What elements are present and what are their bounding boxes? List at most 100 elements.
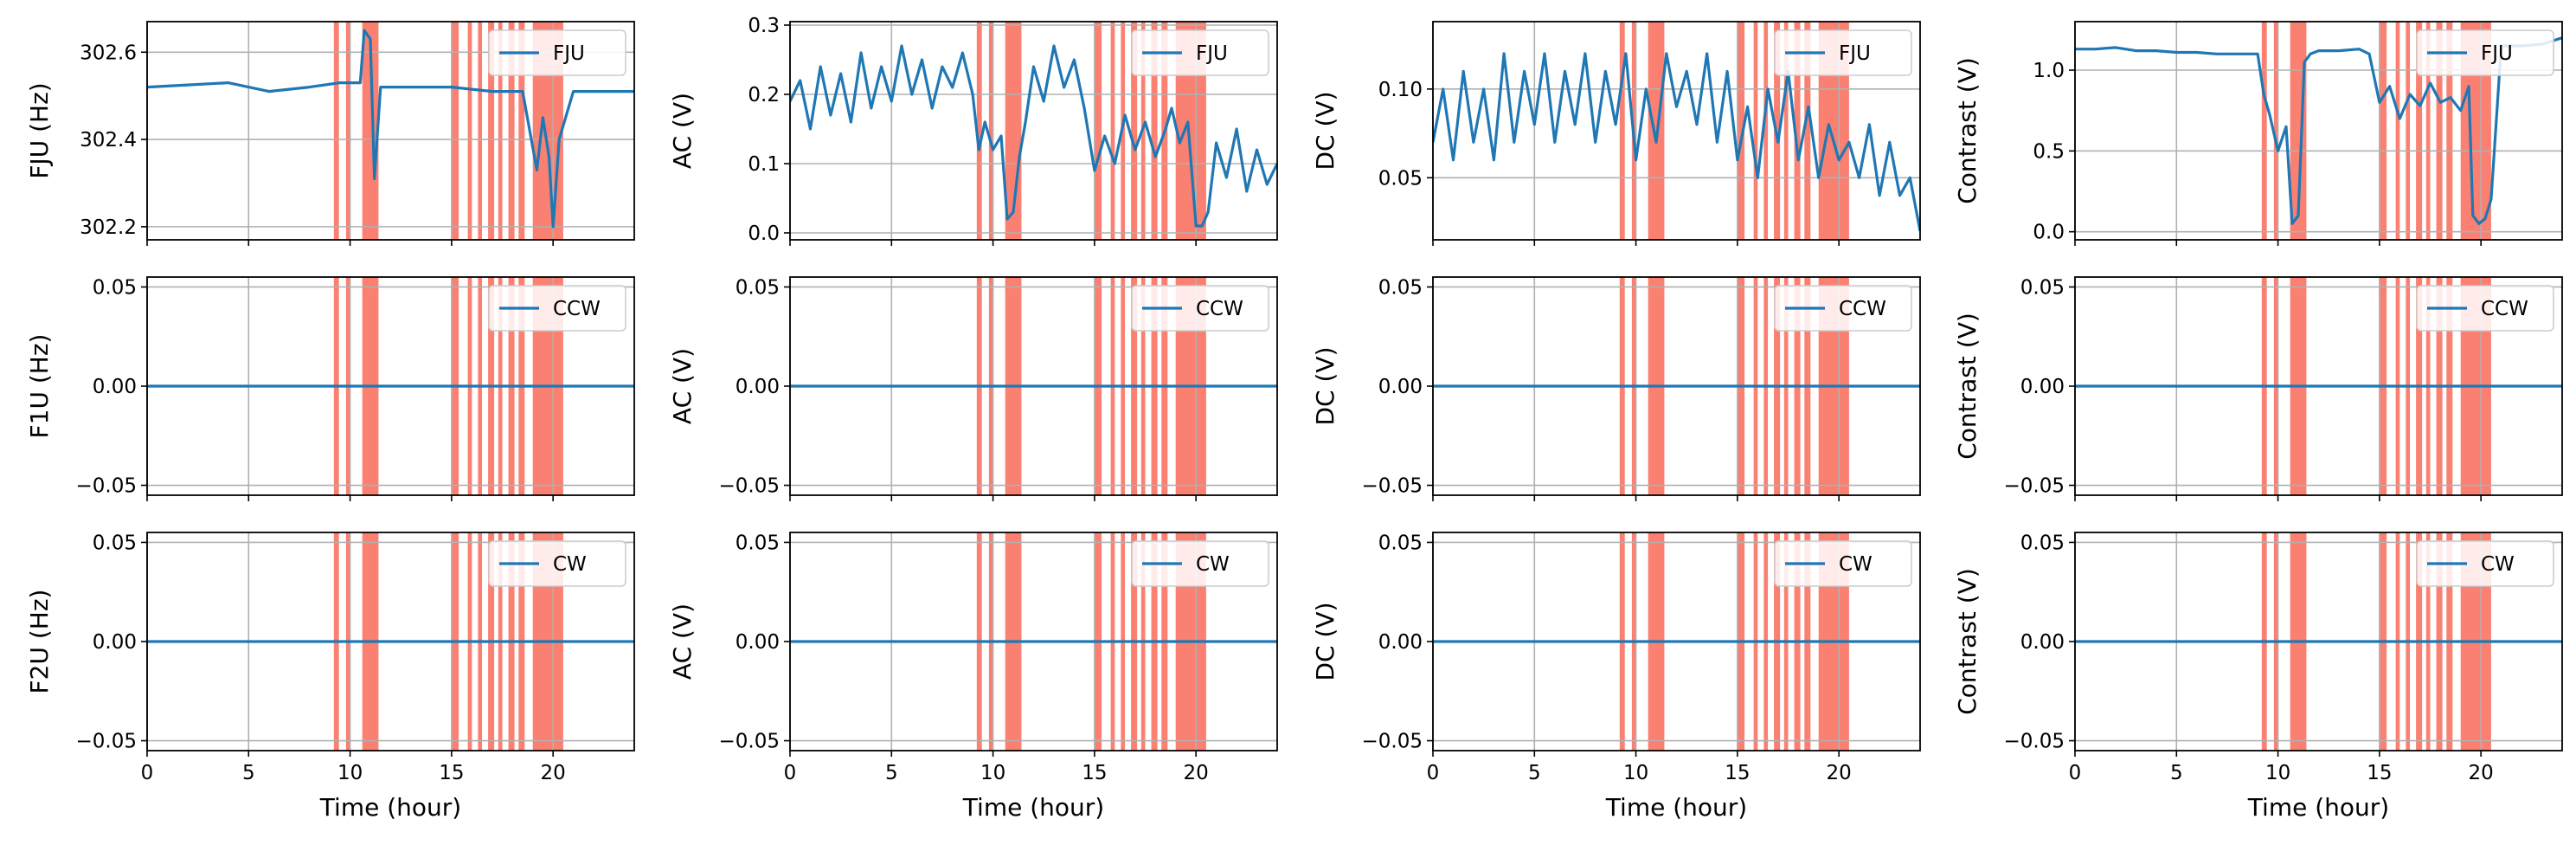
x-tick-label: 0 [784, 762, 797, 784]
event-band [1794, 22, 1801, 240]
legend-label: CCW [553, 298, 601, 320]
y-tick-label: 0.10 [1378, 79, 1423, 101]
event-band [2425, 22, 2431, 240]
x-tick-label: 0 [141, 762, 154, 784]
event-band [478, 22, 483, 240]
x-tick-label: 10 [2265, 762, 2290, 784]
y-tick-label: −0.05 [2004, 475, 2065, 498]
subplot-r3-c1: −0.05 0.00 0.05 F2U (Hz) 0 5 10 15 20 Time (hour)… [25, 532, 635, 822]
event-band [508, 22, 515, 240]
y-tick-label: 0.00 [736, 631, 780, 654]
y-tick-label: 0.05 [1378, 167, 1423, 190]
event-band [2290, 22, 2307, 240]
y-axis-label: DC (V) [1311, 91, 1339, 170]
legend-label: CW [1839, 553, 1873, 576]
y-tick-label: 0.2 [748, 84, 780, 106]
event-band [2273, 22, 2278, 240]
legend-label: FJU [1839, 42, 1871, 65]
x-tick-label: 20 [1827, 762, 1852, 784]
event-band [1619, 22, 1625, 240]
subplot-r1-c4: 0.0 0.5 1.0 Contrast (V) FJU [1953, 21, 2563, 246]
x-tick-label: 20 [1184, 762, 1209, 784]
x-tick-label: 0 [1427, 762, 1440, 784]
event-band [2436, 22, 2443, 240]
event-band [2446, 22, 2453, 240]
y-tick-label: 0.00 [93, 376, 137, 398]
y-tick-label: 0.05 [1378, 532, 1423, 554]
x-axis-label: Time (hour) [319, 793, 461, 822]
subplot-r1-c1: 302.2 302.4 302.6 FJU (Hz) FJU [25, 21, 635, 246]
legend-box [488, 285, 626, 332]
legend-box [1774, 540, 1912, 587]
event-band [362, 22, 379, 240]
subplot-r3-c2: −0.05 0.00 0.05 AC (V) 0 5 10 15 20 Time (hour) CW [668, 532, 1278, 822]
legend: CCW [1774, 285, 1912, 332]
legend: CCW [488, 285, 626, 332]
legend-label: CW [1196, 553, 1230, 576]
legend-label: FJU [1196, 42, 1228, 65]
x-axis-label: Time (hour) [1605, 793, 1747, 822]
y-tick-label: 0.1 [748, 153, 780, 176]
event-band [2416, 22, 2423, 240]
x-tick-label: 15 [1082, 762, 1107, 784]
x-tick-label: 10 [337, 762, 363, 784]
legend: CCW [1131, 285, 1269, 332]
legend: FJU [488, 29, 626, 76]
legend-label: CCW [1196, 298, 1243, 320]
event-band [1094, 22, 1102, 240]
x-axis-label: Time (hour) [962, 793, 1104, 822]
legend-box [1131, 285, 1269, 332]
event-band [1763, 22, 1769, 240]
y-tick-label: 0.05 [2020, 532, 2065, 554]
y-tick-label: 0.05 [2020, 276, 2065, 299]
legend-label: FJU [2481, 42, 2513, 65]
legend-box [2416, 29, 2554, 76]
event-band [2261, 22, 2267, 240]
event-band [988, 22, 993, 240]
legend-box [488, 540, 626, 587]
subplot-r1-c2: 0.0 0.1 0.2 0.3 AC (V) FJU [668, 15, 1278, 246]
legend: FJU [2416, 29, 2554, 76]
y-tick-label: 0.00 [2020, 376, 2065, 398]
event-bands [333, 22, 563, 240]
event-band [1753, 22, 1758, 240]
x-tick-label: 0 [2069, 762, 2082, 784]
legend: CW [2416, 540, 2554, 587]
legend-box [488, 29, 626, 76]
y-tick-label: 0.00 [736, 376, 780, 398]
series-line [147, 29, 634, 229]
y-tick-label: 0.00 [1378, 631, 1423, 654]
y-tick-label: −0.05 [1362, 475, 1423, 498]
legend-label: CCW [2481, 298, 2528, 320]
legend-box [1131, 540, 1269, 587]
event-band [1151, 22, 1158, 240]
axes-frame [789, 21, 1278, 241]
x-tick-label: 15 [439, 762, 464, 784]
y-tick-label: −0.05 [719, 731, 780, 753]
x-tick-label: 5 [242, 762, 255, 784]
event-band [467, 22, 472, 240]
y-axis-label: DC (V) [1311, 346, 1339, 425]
series-line [790, 44, 1277, 228]
event-band [1131, 22, 1138, 240]
legend: FJU [1131, 29, 1269, 76]
x-tick-label: 10 [980, 762, 1005, 784]
y-axis-label: F1U (Hz) [25, 334, 54, 439]
y-axis-label: AC (V) [668, 603, 697, 680]
y-axis-label: DC (V) [1311, 602, 1339, 681]
subplot-r3-c3: −0.05 0.00 0.05 DC (V) 0 5 10 15 20 Time (hour) CW [1311, 532, 1921, 822]
y-axis-label: AC (V) [668, 348, 697, 424]
y-tick-label: 302.6 [80, 42, 137, 64]
y-axis-label: Contrast (V) [1953, 57, 1982, 204]
x-tick-label: 5 [885, 762, 898, 784]
legend: FJU [1774, 29, 1912, 76]
x-tick-label: 15 [1725, 762, 1750, 784]
axes-frame [2074, 21, 2563, 241]
y-tick-label: 0.0 [2033, 222, 2065, 244]
event-band [976, 22, 982, 240]
legend: CW [1131, 540, 1269, 587]
legend-label: CCW [1839, 298, 1886, 320]
legend-label: FJU [553, 42, 585, 65]
axes-frame [146, 21, 635, 241]
